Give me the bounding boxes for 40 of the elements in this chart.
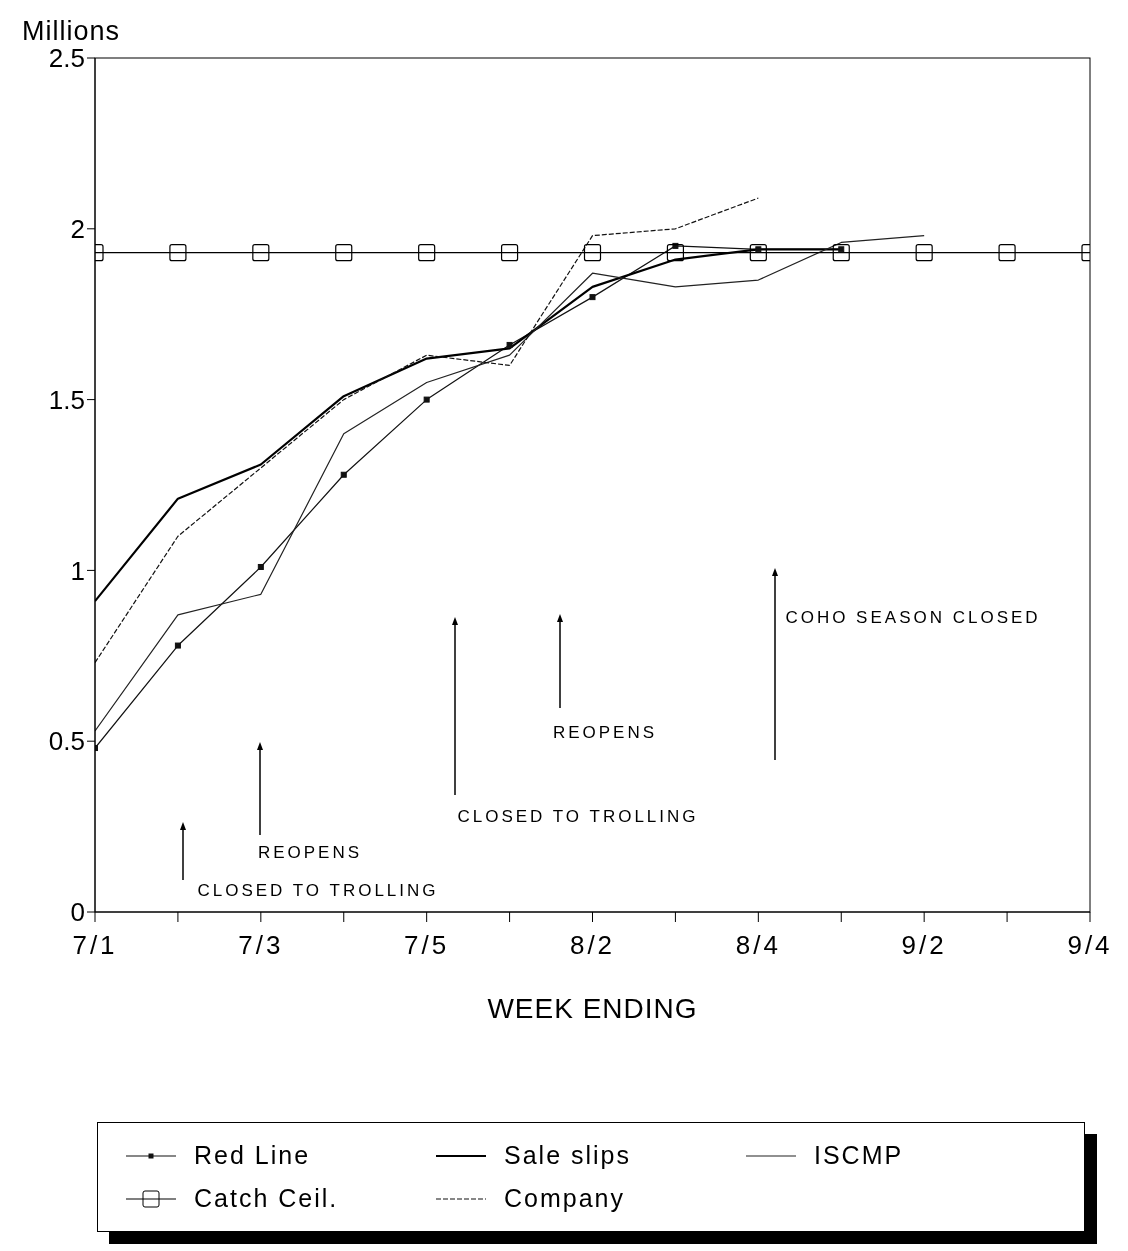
point (832, 244, 850, 262)
annotation: REOPENS (552, 723, 658, 742)
point (998, 244, 1016, 262)
point (500, 244, 519, 262)
x-tick-label: 9/4 (1067, 930, 1113, 961)
y-tick-label: 0 (70, 897, 85, 928)
point (589, 294, 596, 301)
x-tick-label: 9/2 (901, 930, 947, 961)
legend-label: Catch Ceil. (194, 1184, 339, 1213)
point (418, 244, 436, 262)
legend-label: Company (504, 1184, 625, 1213)
legend-label: Red Line (194, 1141, 311, 1170)
legend-label: Sale slips (504, 1141, 631, 1170)
x-axis-title: WEEK ENDING (487, 993, 698, 1024)
y-tick-label: 2 (70, 214, 85, 245)
point (340, 471, 347, 478)
point (335, 244, 353, 262)
point (423, 396, 430, 403)
y-tick-label: 1.5 (48, 384, 85, 415)
x-tick-label: 7/3 (238, 930, 284, 961)
x-tick-label: 7/5 (404, 930, 450, 961)
point (252, 244, 270, 262)
x-tick-label: 7/1 (72, 930, 118, 961)
point (915, 244, 933, 262)
point (169, 244, 187, 262)
point (174, 642, 181, 649)
point (749, 244, 767, 262)
point (583, 244, 602, 262)
annotation: CLOSED TO TROLLING (457, 807, 699, 826)
x-tick-label: 8/4 (735, 930, 781, 961)
legend-label: ISCMP (814, 1141, 904, 1170)
annotation: COHO SEASON CLOSED (785, 608, 1041, 627)
point (506, 341, 513, 348)
x-tick-label: 8/2 (569, 930, 616, 961)
annotation: REOPENS (257, 843, 363, 862)
annotation: CLOSED TO TROLLING (197, 881, 439, 900)
y-tick-label: 1 (70, 555, 85, 586)
point (257, 563, 264, 570)
y-tick-label: 0.5 (48, 726, 85, 757)
point (666, 244, 685, 262)
